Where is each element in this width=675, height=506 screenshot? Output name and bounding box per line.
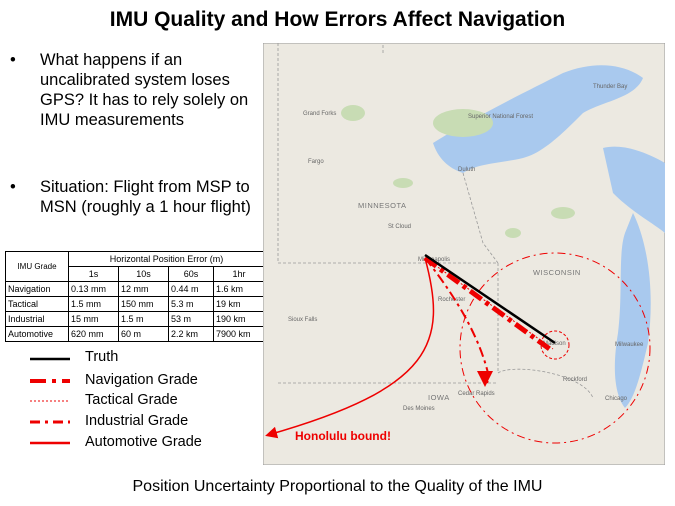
slide-title: IMU Quality and How Errors Affect Naviga… xyxy=(109,8,566,31)
table-cell: 2.2 km xyxy=(168,326,214,342)
map-annotation: Honolulu bound! xyxy=(295,429,391,443)
bullet-dot: • xyxy=(10,51,16,69)
tactical-circle xyxy=(540,330,570,360)
table-cell: Navigation xyxy=(5,281,69,297)
table-row: Navigation 0.13 mm 12 mm 0.44 m 1.6 km xyxy=(5,281,265,297)
table-row: IMU Grade Horizontal Position Error (m) xyxy=(5,251,265,282)
state-label: IOWA xyxy=(428,393,450,402)
bullet-text: Situation: Flight from MSP to MSN (rough… xyxy=(40,178,251,216)
truth-track xyxy=(424,253,556,345)
state-borders xyxy=(277,43,594,399)
table-cell: 190 km xyxy=(213,311,265,327)
table-cell: 15 mm xyxy=(68,311,119,327)
place-label: Rockford xyxy=(563,377,587,383)
place-label: Duluth xyxy=(458,167,475,173)
map: MINNESOTA WISCONSIN IOWA Grand Forks Farg… xyxy=(263,43,665,465)
state-label: MINNESOTA xyxy=(358,201,407,210)
table-cell: 5.3 m xyxy=(168,296,214,312)
legend-label: Industrial Grade xyxy=(85,413,189,429)
table-cell: 60 m xyxy=(118,326,169,342)
table-cell: 150 mm xyxy=(118,296,169,312)
place-label: Des Moines xyxy=(403,406,435,412)
table-cell: 620 mm xyxy=(68,326,119,342)
place-label: Milwaukee xyxy=(615,342,644,348)
table-cell: Tactical xyxy=(5,296,69,312)
table-cell: 53 m xyxy=(168,311,214,327)
bullet-dot: • xyxy=(10,178,16,196)
table-row: 1s 10s 60s 1hr xyxy=(6,266,265,282)
legend-swatches xyxy=(30,357,70,445)
table-row: Automotive 620 mm 60 m 2.2 km 7900 km xyxy=(5,326,265,342)
table-cell: 0.13 mm xyxy=(68,281,119,297)
forests xyxy=(341,105,575,238)
table-header: 1hr xyxy=(213,266,265,282)
navigation-track xyxy=(423,255,553,353)
table-row: Industrial 15 mm 1.5 m 53 m 190 km xyxy=(5,311,265,327)
industrial-circle xyxy=(459,252,651,444)
legend-label: Automotive Grade xyxy=(85,434,202,450)
table-group-header: Horizontal Position Error (m) xyxy=(68,251,265,267)
table-cell: Industrial xyxy=(5,311,69,327)
table-header: 60s xyxy=(168,266,214,282)
place-label: Madison xyxy=(543,341,566,347)
lake-michigan xyxy=(614,213,651,408)
table-cell: 1.5 mm xyxy=(68,296,119,312)
bullet-text: What happens if an uncalibrated system l… xyxy=(40,51,249,129)
place-label: Chicago xyxy=(605,396,628,402)
state-label: WISCONSIN xyxy=(533,268,581,277)
place-label: Sioux Falls xyxy=(288,317,317,323)
legend-label: Tactical Grade xyxy=(85,392,178,408)
automotive-track xyxy=(265,257,435,439)
place-label: Fargo xyxy=(308,159,324,165)
place-label: Superior National Forest xyxy=(468,114,533,120)
lake-huron xyxy=(603,146,665,233)
table-cell: 12 mm xyxy=(118,281,169,297)
legend-label: Navigation Grade xyxy=(85,372,198,388)
place-label: St Cloud xyxy=(388,224,411,230)
table-header: 1s xyxy=(68,266,119,282)
table-cell: 19 km xyxy=(213,296,265,312)
place-label: Cedar Rapids xyxy=(458,391,495,397)
table-header: 10s xyxy=(118,266,169,282)
place-label: Grand Forks xyxy=(303,111,336,117)
error-table: IMU Grade Horizontal Position Error (m) 1s… xyxy=(5,251,265,342)
table-row: Tactical 1.5 mm 150 mm 5.3 m 19 km xyxy=(5,296,265,312)
table-cell: 7900 km xyxy=(213,326,265,342)
table-cell: 1.5 m xyxy=(118,311,169,327)
place-label: Rochester xyxy=(438,297,465,303)
lake-superior xyxy=(433,65,643,173)
legend-label: Truth xyxy=(85,349,119,365)
table-cell: 1.6 km xyxy=(213,281,265,297)
industrial-track xyxy=(424,257,494,387)
footer: Position Uncertainty Proportional to the… xyxy=(132,478,543,495)
table-cell: IMU Grade xyxy=(5,251,69,282)
table-cell: Automotive xyxy=(5,326,69,342)
place-label: Thunder Bay xyxy=(593,84,627,90)
table-cell: 0.44 m xyxy=(168,281,214,297)
